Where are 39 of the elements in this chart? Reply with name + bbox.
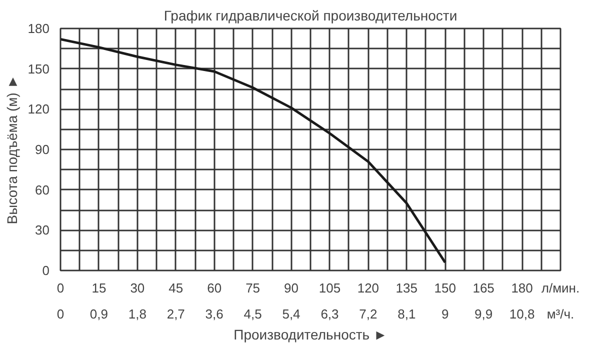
x2-tick-label: 5,4 (282, 306, 300, 322)
y-tick-label: 90 (35, 142, 50, 157)
x2-tick-label: м³/ч. (546, 306, 574, 322)
y-axis-title: Высота подъёма (м) ► (4, 74, 20, 224)
x2-tick-label: 6,3 (320, 306, 339, 322)
x2-tick-label: 0,9 (90, 306, 108, 322)
x2-tick-label: 1,8 (128, 306, 146, 322)
x2-tick-label: 9,9 (474, 306, 493, 322)
y-tick-label: 60 (35, 182, 50, 198)
y-tick-label: 120 (28, 102, 50, 117)
x2-tick-label: 2,7 (166, 306, 185, 322)
x-tick-label: 105 (318, 280, 341, 296)
x2-tick-label: 4,5 (244, 306, 262, 322)
chart-title: График гидравлической производительности (164, 8, 458, 24)
y-tick-label: 30 (35, 222, 50, 238)
x-tick-label: 120 (357, 280, 380, 296)
x-tick-label: 165 (472, 280, 494, 296)
y-tick-label: 180 (28, 21, 50, 36)
y-tick-label: 0 (42, 263, 50, 278)
x2-tick-label: 0 (56, 306, 64, 322)
x-tick-label: 60 (207, 280, 222, 296)
x-tick-label: 180 (511, 280, 533, 296)
y-tick-label: 150 (28, 61, 50, 76)
x-tick-label: 75 (246, 280, 260, 296)
x2-tick-label: 8,1 (398, 306, 416, 322)
x2-tick-label: 10,8 (509, 306, 535, 322)
x-tick-label: 0 (56, 280, 64, 296)
line-series (60, 38, 446, 264)
x-tick-label: 30 (130, 280, 145, 296)
x-tick-label: 150 (434, 280, 456, 296)
x-tick-label: 15 (92, 280, 106, 296)
x2-tick-label: 9 (442, 306, 449, 322)
x-axis-title: Производительность ► (234, 326, 388, 342)
x-tick-label: л/мин. (541, 280, 580, 296)
x-tick-label: 45 (168, 280, 184, 296)
x2-tick-label: 3,6 (205, 306, 224, 322)
x-tick-label: 90 (284, 280, 299, 296)
x2-tick-label: 7,2 (359, 306, 378, 322)
x-tick-label: 135 (396, 280, 418, 296)
